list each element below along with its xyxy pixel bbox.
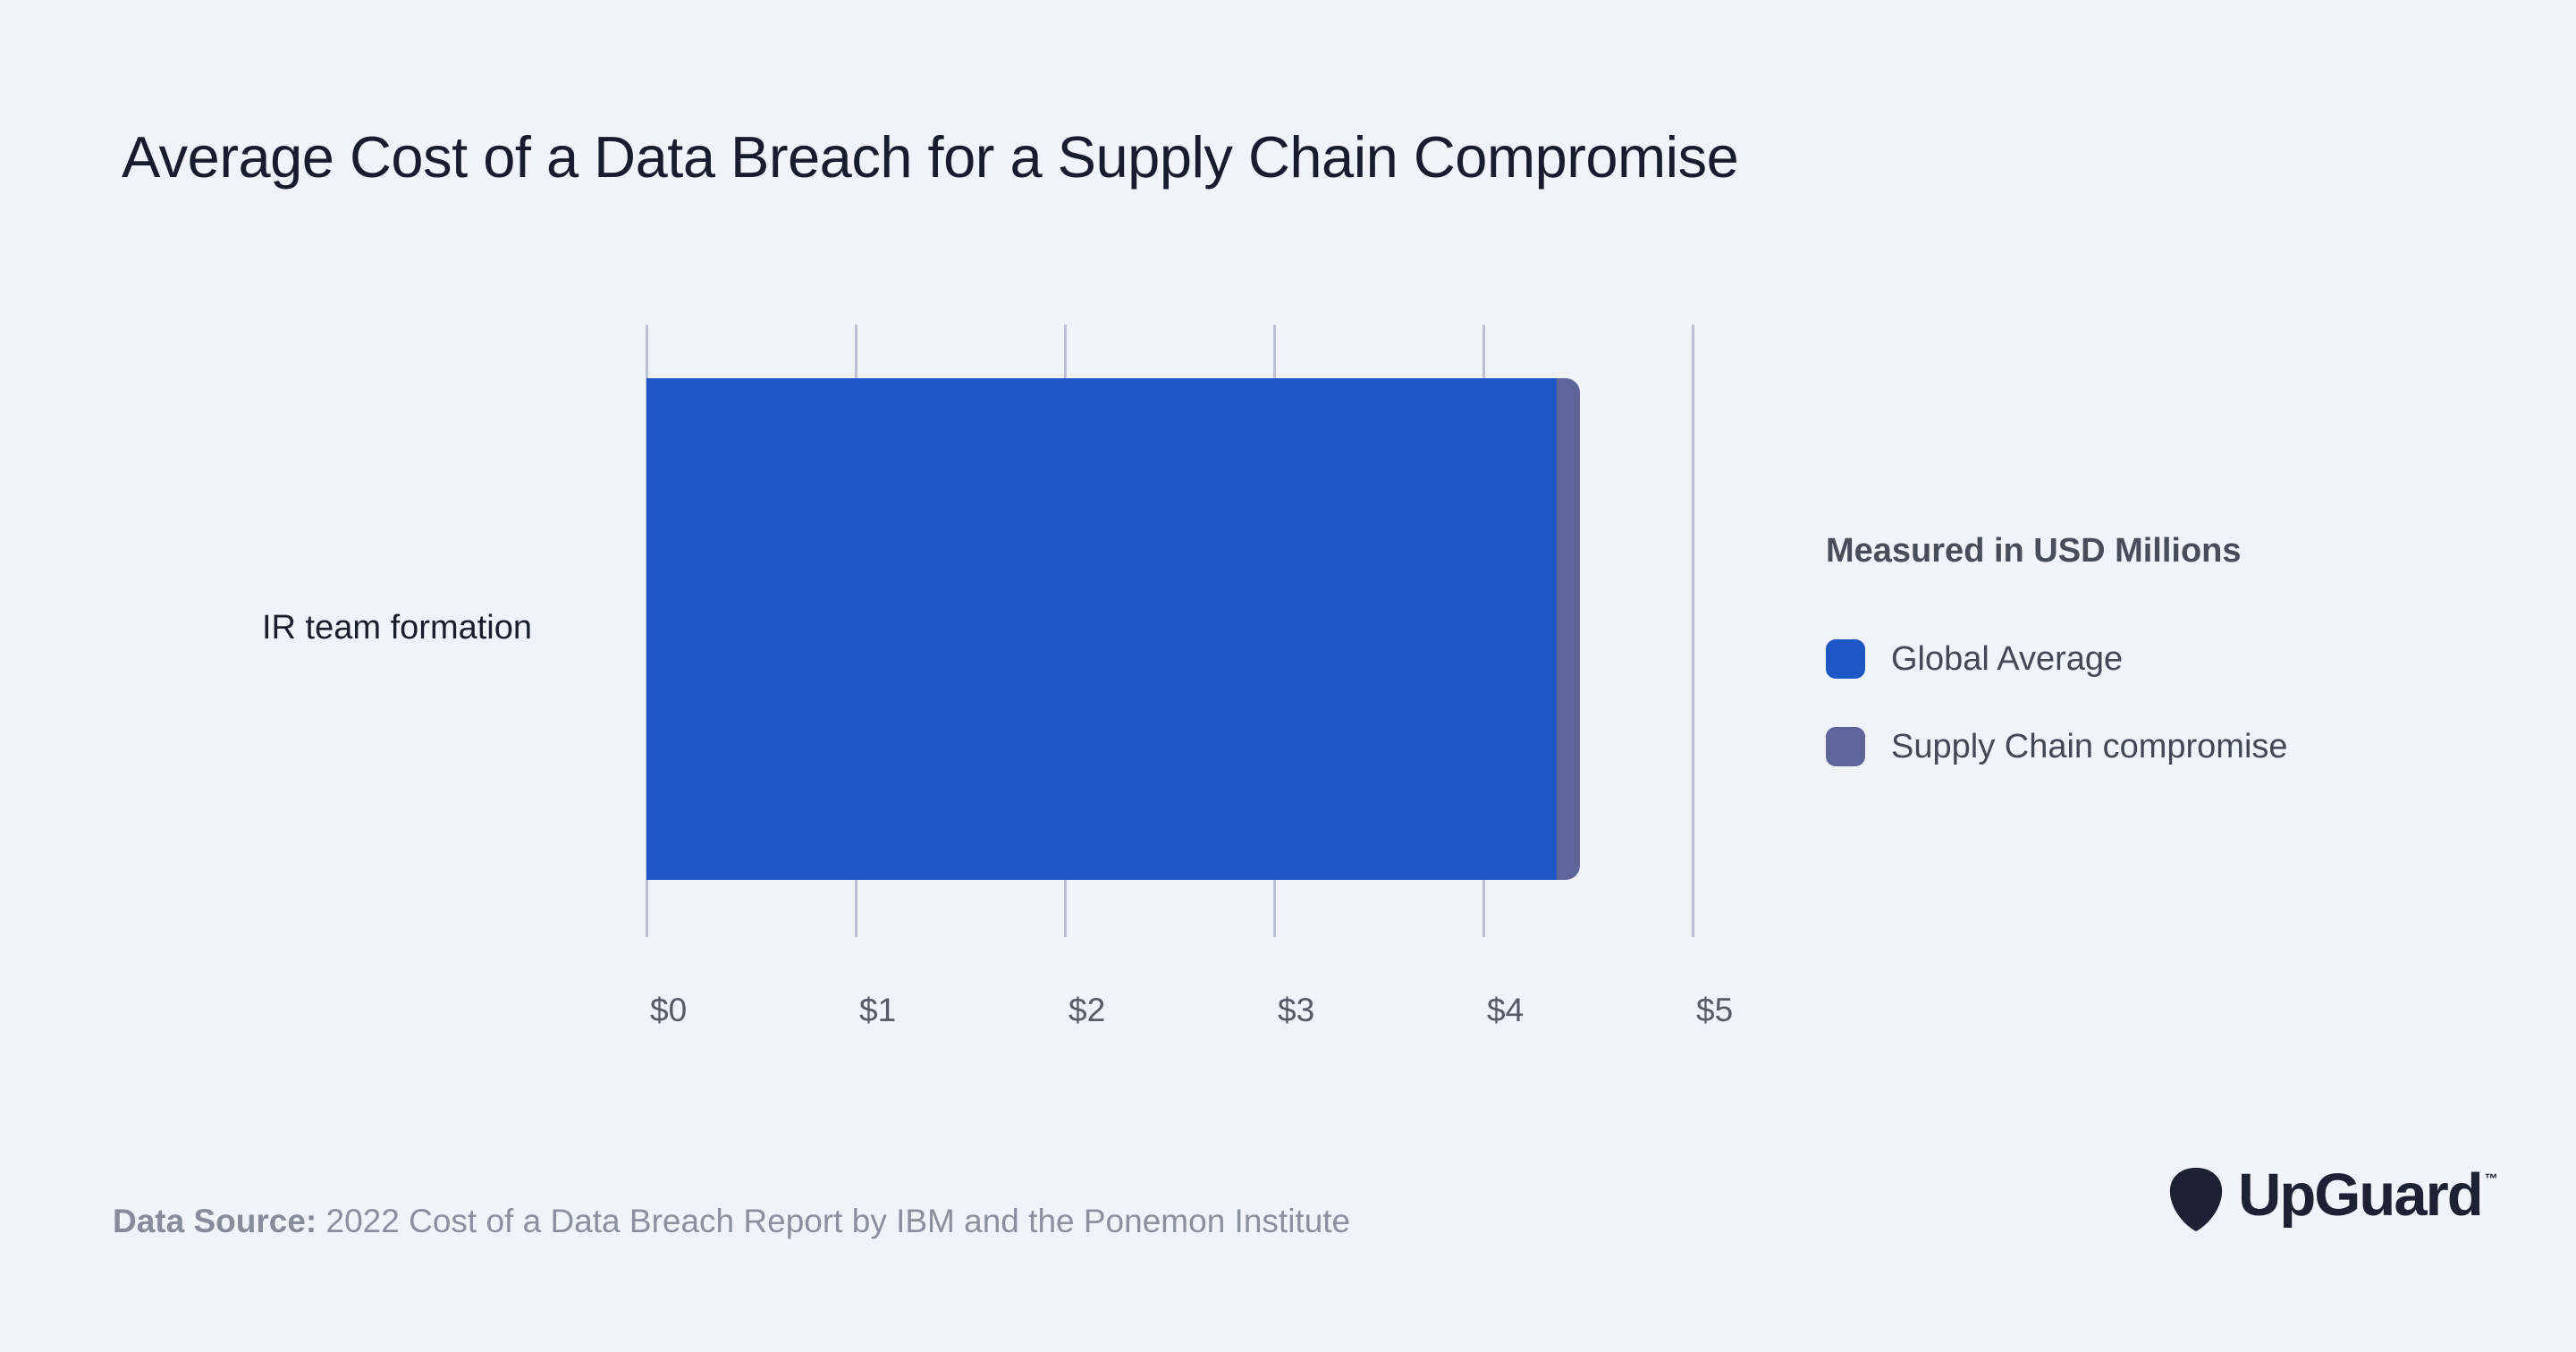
- legend-label: Supply Chain compromise: [1891, 727, 2288, 765]
- y-category-label: IR team formation: [262, 609, 532, 646]
- data-source-label: Data Source:: [113, 1203, 317, 1239]
- legend-item-global-average: Global Average: [1826, 638, 2123, 680]
- upguard-logo: UpGuard ™: [2168, 1159, 2498, 1233]
- legend-title: Measured in USD Millions: [1826, 532, 2242, 570]
- upguard-wordmark: UpGuard: [2238, 1162, 2484, 1229]
- bar-global-average: [646, 378, 1557, 880]
- x-tick-label: $0: [650, 992, 688, 1028]
- legend-label: Global Average: [1891, 639, 2124, 678]
- legend: Measured in USD Millions Global Average …: [1824, 0, 2450, 1352]
- x-tick-label: $4: [1487, 992, 1524, 1028]
- gridline: [1692, 325, 1694, 937]
- x-tick-label: $5: [1696, 992, 1734, 1028]
- page-title: Average Cost of a Data Breach for a Supp…: [122, 124, 1739, 190]
- trademark-symbol: ™: [2484, 1171, 2498, 1187]
- supply-chain-swatch-icon: [1826, 727, 1865, 766]
- data-source-note: Data Source: 2022 Cost of a Data Breach …: [113, 1200, 1350, 1243]
- x-tick-label: $3: [1278, 992, 1315, 1028]
- global-average-swatch-icon: [1826, 639, 1865, 679]
- legend-item-supply-chain: Supply Chain compromise: [1826, 725, 2288, 768]
- x-tick-label: $2: [1068, 992, 1106, 1028]
- x-tick-label: $1: [859, 992, 897, 1028]
- upguard-pick-icon: [2169, 1167, 2223, 1232]
- data-source-text: 2022 Cost of a Data Breach Report by IBM…: [317, 1203, 1351, 1239]
